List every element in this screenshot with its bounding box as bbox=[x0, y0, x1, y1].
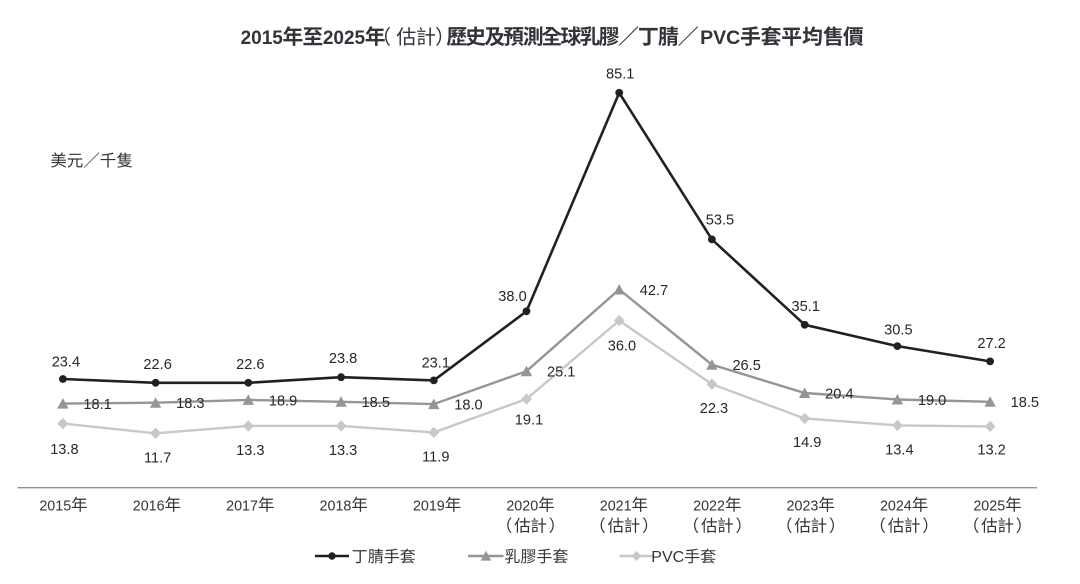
svg-text:23.8: 23.8 bbox=[329, 351, 357, 367]
svg-text:18.1: 18.1 bbox=[83, 397, 111, 413]
svg-text:2025: 2025 bbox=[323, 28, 366, 49]
svg-text:2022: 2022 bbox=[693, 499, 725, 515]
svg-text:42.7: 42.7 bbox=[640, 283, 668, 299]
svg-text:13.4: 13.4 bbox=[885, 442, 913, 458]
svg-text:2015: 2015 bbox=[39, 499, 71, 515]
svg-text:26.5: 26.5 bbox=[732, 358, 760, 374]
svg-text:2024: 2024 bbox=[880, 499, 912, 515]
svg-text:23.4: 23.4 bbox=[52, 355, 80, 371]
svg-text:13.3: 13.3 bbox=[236, 443, 264, 459]
svg-text:36.0: 36.0 bbox=[608, 339, 636, 355]
svg-text:13.2: 13.2 bbox=[977, 442, 1005, 458]
svg-text:14.9: 14.9 bbox=[793, 435, 821, 451]
svg-text:22.6: 22.6 bbox=[236, 357, 264, 373]
svg-text:PVC: PVC bbox=[651, 549, 684, 566]
svg-text:53.5: 53.5 bbox=[706, 212, 734, 228]
svg-text:22.6: 22.6 bbox=[143, 357, 171, 373]
svg-text:85.1: 85.1 bbox=[606, 66, 634, 82]
svg-text:22.3: 22.3 bbox=[700, 401, 728, 417]
svg-text:19.1: 19.1 bbox=[515, 413, 543, 429]
svg-text:18.9: 18.9 bbox=[269, 393, 297, 409]
svg-text:2019: 2019 bbox=[413, 499, 445, 515]
svg-text:2020: 2020 bbox=[506, 499, 538, 515]
svg-text:2015: 2015 bbox=[241, 28, 284, 49]
svg-text:11.9: 11.9 bbox=[422, 449, 449, 465]
svg-text:PVC: PVC bbox=[700, 27, 740, 49]
svg-text:2016: 2016 bbox=[133, 499, 165, 515]
svg-text:27.2: 27.2 bbox=[977, 336, 1005, 352]
svg-text:13.8: 13.8 bbox=[50, 442, 78, 458]
svg-text:18.0: 18.0 bbox=[454, 398, 482, 414]
svg-text:20.4: 20.4 bbox=[825, 386, 853, 402]
svg-text:11.7: 11.7 bbox=[144, 450, 171, 466]
svg-text:23.1: 23.1 bbox=[422, 355, 450, 371]
svg-text:25.1: 25.1 bbox=[547, 365, 575, 381]
svg-text:2023: 2023 bbox=[787, 499, 819, 515]
svg-text:18.5: 18.5 bbox=[362, 395, 390, 411]
svg-text:2025: 2025 bbox=[973, 499, 1005, 515]
svg-text:35.1: 35.1 bbox=[791, 299, 819, 315]
svg-text:2018: 2018 bbox=[320, 499, 352, 515]
svg-text:2017: 2017 bbox=[226, 499, 258, 515]
svg-text:30.5: 30.5 bbox=[884, 323, 912, 339]
svg-text:13.3: 13.3 bbox=[329, 443, 357, 459]
svg-text:18.5: 18.5 bbox=[1011, 395, 1039, 411]
svg-text:18.3: 18.3 bbox=[176, 396, 204, 412]
svg-text:2021: 2021 bbox=[600, 499, 632, 515]
svg-text:19.0: 19.0 bbox=[918, 393, 946, 409]
svg-text:38.0: 38.0 bbox=[498, 289, 526, 305]
